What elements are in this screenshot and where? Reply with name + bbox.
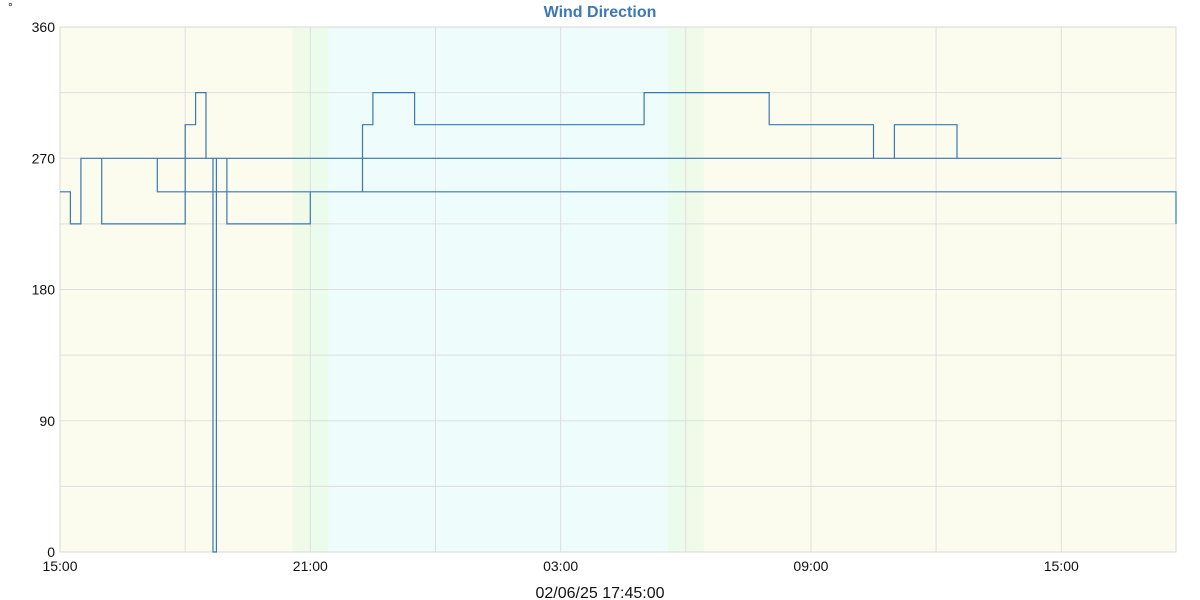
x-tick-label: 15:00	[1044, 558, 1079, 574]
y-tick-label: 0	[47, 544, 55, 560]
x-tick-label: 15:00	[42, 558, 77, 574]
y-tick-label: 360	[32, 19, 56, 35]
x-tick-label: 21:00	[293, 558, 328, 574]
y-axis: 0 90 180 270 360	[32, 19, 56, 560]
y-tick-label: 270	[32, 150, 56, 166]
y-tick-label: 90	[39, 413, 55, 429]
chart-title: Wind Direction	[544, 4, 657, 21]
x-tick-label: 03:00	[543, 558, 578, 574]
x-tick-label: 09:00	[793, 558, 828, 574]
chart-timestamp: 02/06/25 17:45:00	[535, 585, 664, 600]
wind-direction-series	[60, 92, 1177, 553]
y-tick-label: 180	[32, 282, 56, 298]
x-axis: 15:00 21:00 03:00 09:00 15:00	[42, 558, 1079, 574]
y-axis-unit: °	[8, 0, 13, 14]
plot-frame	[59, 26, 1177, 553]
series-layer	[60, 92, 1177, 553]
